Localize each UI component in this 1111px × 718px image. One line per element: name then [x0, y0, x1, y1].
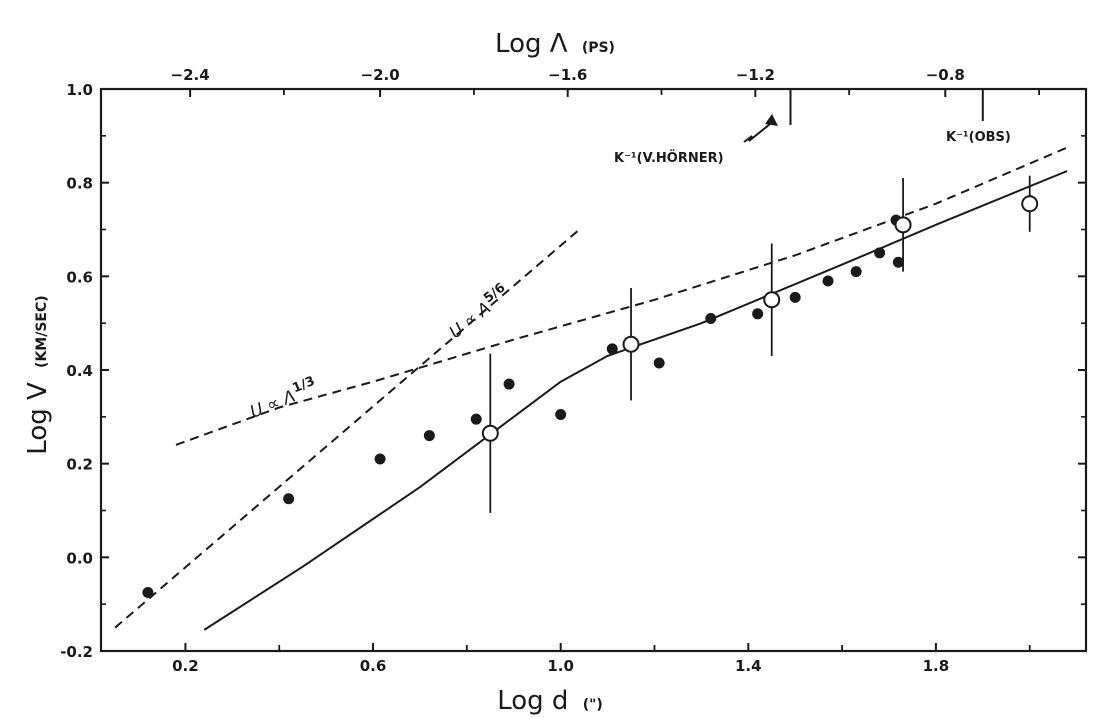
open-data-point — [894, 216, 912, 234]
open-data-point — [481, 424, 499, 442]
dashed-fit-line — [114, 228, 581, 629]
y-tick-label: 0.4 — [66, 362, 93, 380]
annotation-steep: U ∝ Λ 5/6 — [446, 280, 509, 343]
open-data-point — [622, 335, 640, 353]
x-axis-ticks: 0.2 0.6 1.0 1.4 1.8 — [172, 643, 1031, 675]
filled-data-point — [752, 308, 764, 320]
y-tick-label: 0.0 — [66, 549, 93, 567]
filled-data-point — [822, 275, 834, 287]
y-tick-label: 0.6 — [66, 268, 93, 286]
filled-data-point — [789, 291, 801, 303]
annotation-shallow-label: U ∝ Λ — [247, 386, 298, 422]
plot-frame — [99, 87, 1088, 653]
open-data-point — [1021, 195, 1039, 213]
filled-data-point — [503, 378, 515, 390]
filled-data-point — [874, 247, 886, 259]
x2-tick-label: −2.0 — [361, 66, 400, 84]
y-tick-label: 1.0 — [66, 81, 93, 99]
annotation-obs: K⁻¹(OBS) — [946, 130, 1011, 145]
y-tick-label: 0.2 — [66, 456, 93, 474]
x-tick-label: 1.0 — [547, 657, 574, 675]
filled-data-point — [850, 266, 862, 278]
x-tick-label: 1.4 — [735, 657, 762, 675]
filled-data-point — [374, 453, 386, 465]
annotation-steep-label: U ∝ Λ — [446, 298, 495, 343]
series-group — [114, 146, 1068, 631]
y-axis-title-group: Log V (KM/SEC) — [23, 295, 53, 454]
x-tick-label: 1.8 — [923, 657, 950, 675]
solid-fit-line — [203, 170, 1068, 631]
filled-data-point — [705, 312, 717, 324]
filled-data-point — [653, 357, 665, 369]
x-tick-label: 0.2 — [172, 657, 199, 675]
plot-area: 0.2 0.6 1.0 1.4 1.8 −2.4 −2.0 −1.6 −1.2 −0.8 -0.… — [60, 66, 1088, 675]
filled-data-point — [606, 343, 618, 355]
x2-tick-label: −0.8 — [926, 66, 965, 84]
open-data-point — [763, 291, 781, 309]
marker-group — [789, 89, 984, 125]
y-tick-label: -0.2 — [60, 643, 93, 661]
x2-axis-title: Log Λ (PS) — [495, 29, 615, 59]
filled-data-point — [142, 586, 154, 598]
y-axis-title: Log V (KM/SEC) — [23, 295, 53, 454]
y-tick-label: 0.8 — [66, 175, 93, 193]
x-tick-label: 0.6 — [360, 657, 387, 675]
filled-data-point — [470, 413, 482, 425]
y-axis-ticks: -0.2 0.0 0.2 0.4 0.6 0.8 1.0 — [60, 81, 1086, 661]
x2-axis-ticks: −2.4 −2.0 −1.6 −1.2 −0.8 — [171, 66, 1040, 97]
x2-tick-label: −1.6 — [548, 66, 587, 84]
x2-tick-label: −1.2 — [736, 66, 775, 84]
annotation-horner: K⁻¹(V.HÖRNER) — [614, 150, 724, 166]
filled-data-point — [283, 493, 295, 505]
dashed-fit-line — [175, 146, 1068, 446]
filled-data-point — [423, 430, 435, 442]
annotation-shallow-exponent: 1/3 — [290, 374, 317, 396]
x2-tick-label: −2.4 — [171, 66, 210, 84]
arrow-to-horner — [743, 114, 778, 143]
x-axis-title: Log d (") — [497, 686, 603, 716]
filled-data-point — [892, 256, 904, 268]
filled-data-point — [555, 408, 567, 420]
